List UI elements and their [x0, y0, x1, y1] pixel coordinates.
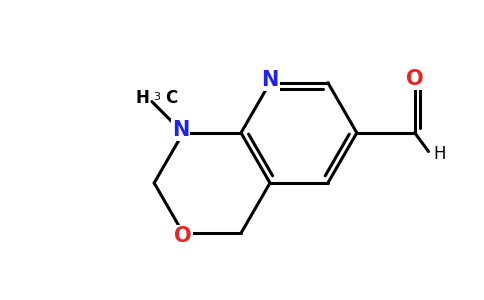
Text: O: O	[406, 69, 424, 89]
Text: N: N	[261, 70, 279, 90]
Text: N: N	[172, 120, 189, 140]
Text: C: C	[166, 89, 178, 107]
Text: H: H	[433, 145, 446, 163]
Text: 3: 3	[153, 92, 160, 102]
Text: H: H	[136, 89, 150, 107]
Text: O: O	[174, 226, 192, 246]
